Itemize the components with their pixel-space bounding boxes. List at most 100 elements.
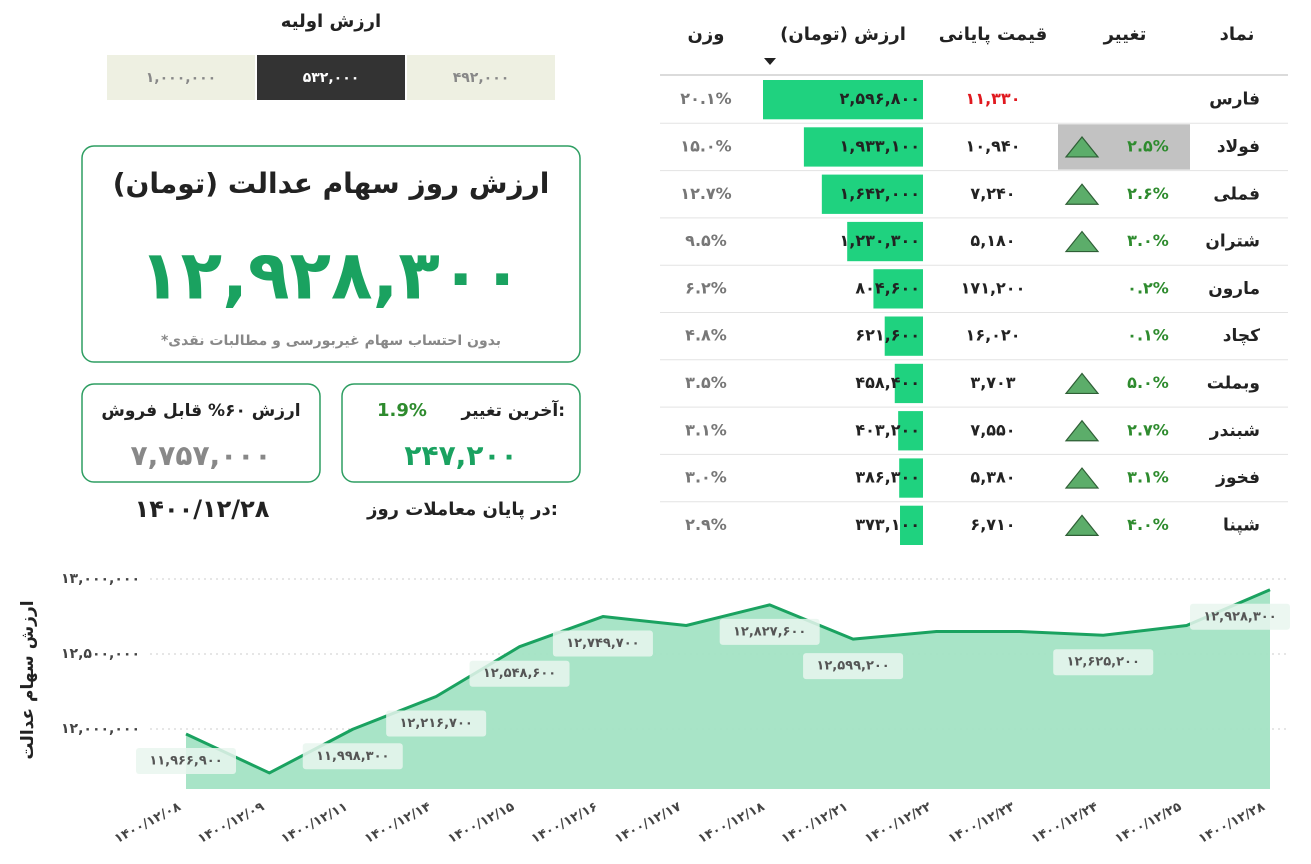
option-button[interactable] — [257, 55, 405, 100]
change: ۳.۰% — [1127, 231, 1169, 250]
value-bar — [900, 505, 923, 545]
y-tick-label: ۱۳,۰۰۰,۰۰۰ — [61, 571, 140, 587]
price: ۷,۲۴۰ — [970, 184, 1015, 203]
point-value-label: ۱۲,۵۴۸,۶۰۰ — [483, 666, 556, 681]
column-header: تغییر — [1103, 24, 1147, 45]
option-button[interactable] — [107, 55, 255, 100]
up-triangle — [1064, 467, 1100, 489]
price: ۱۱,۳۳۰ — [966, 89, 1021, 108]
value-label: ۴۰۳,۲۰۰ — [855, 420, 920, 439]
weight: ۹.۵% — [685, 231, 727, 250]
symbol: وبملت — [1207, 373, 1260, 393]
weight: ۳.۰% — [685, 468, 727, 487]
point-value-label: ۱۲,۵۹۹,۲۰۰ — [816, 659, 889, 674]
x-tick-label: ۱۴۰۰/۱۲/۱۵ — [446, 799, 518, 847]
column-header: نماد — [1220, 24, 1255, 45]
value-bar — [894, 363, 923, 404]
area-fill — [186, 589, 1270, 789]
weight: ۳.۵% — [685, 373, 727, 392]
price: ۳,۷۰۳ — [970, 373, 1015, 392]
initial-value-title: ارزش اولیه — [281, 11, 381, 32]
value-label-box — [803, 653, 904, 680]
column-header: قیمت پایانی — [939, 24, 1048, 45]
value-label-box — [1190, 603, 1290, 630]
summary-note: *بدون احتساب سهام غیربورسی و مطالبات نقد… — [161, 333, 501, 349]
value-label-box — [136, 747, 236, 774]
value-label: ۲,۵۹۶,۸۰۰ — [839, 89, 920, 108]
change: ۲.۷% — [1127, 420, 1169, 439]
x-tick-label: ۱۴۰۰/۱۲/۱۱ — [279, 799, 350, 847]
weight: ۴.۸% — [685, 326, 727, 345]
x-tick-label: ۱۴۰۰/۱۲/۲۴ — [1029, 799, 1101, 847]
point-value-label: ۱۲,۷۴۹,۷۰۰ — [566, 636, 639, 651]
option-label[interactable]: ۴۹۲,۰۰۰ — [453, 70, 510, 86]
value-label: ۱,۹۳۳,۱۰۰ — [839, 136, 920, 155]
point-value-label: ۱۲,۸۲۷,۶۰۰ — [733, 624, 806, 639]
point-value-label: ۱۲,۲۱۶,۷۰۰ — [399, 716, 472, 731]
value-label: ۱,۶۴۲,۰۰۰ — [839, 184, 920, 203]
option-label[interactable]: ۱,۰۰۰,۰۰۰ — [146, 70, 216, 86]
change: ۳.۱% — [1127, 468, 1169, 487]
option-label[interactable]: ۵۳۲,۰۰۰ — [303, 70, 360, 86]
x-tick-label: ۱۴۰۰/۱۲/۲۱ — [779, 799, 850, 847]
x-tick-label: ۱۴۰۰/۱۲/۱۷ — [612, 799, 684, 847]
x-tick-label: ۱۴۰۰/۱۲/۱۶ — [529, 799, 600, 847]
symbol: شپنا — [1223, 515, 1260, 535]
weight: ۱۲.۷% — [680, 184, 731, 203]
symbol: شتران — [1205, 232, 1260, 252]
point-value-label: ۱۱,۹۹۸,۳۰۰ — [316, 749, 389, 764]
sellable-card — [81, 383, 321, 483]
symbol: فارس — [1209, 90, 1260, 110]
price: ۵,۳۸۰ — [970, 468, 1015, 487]
weight: ۲۰.۱% — [680, 89, 731, 108]
weight: ۶.۲% — [685, 278, 727, 297]
value-bar — [899, 458, 923, 498]
x-tick-label: ۱۴۰۰/۱۲/۲۲ — [862, 799, 934, 847]
column-header[interactable]: ارزش (تومان) — [780, 24, 906, 45]
weight: ۳.۱% — [685, 420, 727, 439]
last-change-card — [341, 383, 581, 483]
last-change-percent: 1.9% — [377, 400, 427, 421]
value-label: ۶۲۱,۶۰۰ — [855, 326, 920, 345]
change: ۴.۰% — [1127, 515, 1169, 534]
value-label-box — [302, 743, 403, 770]
x-tick-label: ۱۴۰۰/۱۲/۲۸ — [1196, 799, 1268, 847]
up-triangle — [1064, 514, 1100, 536]
symbol: فولاد — [1217, 137, 1260, 157]
change: ۰.۲% — [1127, 278, 1169, 297]
point-value-label: ۱۲,۹۲۸,۳۰۰ — [1203, 609, 1276, 624]
change: ۰.۱% — [1127, 326, 1169, 345]
price: ۱۷۱,۲۰۰ — [961, 278, 1026, 297]
value-label: ۳۸۶,۳۰۰ — [855, 468, 920, 487]
value-label-box — [1053, 649, 1154, 676]
line — [185, 588, 1271, 775]
value-bar — [898, 411, 923, 451]
y-tick-label: ۱۲,۵۰۰,۰۰۰ — [61, 646, 140, 662]
symbol: فخوز — [1215, 468, 1260, 488]
change: ۲.۶% — [1127, 184, 1169, 203]
sellable-value: ۷,۷۵۷,۰۰۰ — [131, 439, 272, 472]
price: ۷,۵۵۰ — [970, 420, 1015, 439]
option-button[interactable] — [407, 55, 555, 100]
x-tick-label: ۱۴۰۰/۱۲/۲۳ — [946, 799, 1018, 847]
value-label-box — [552, 630, 653, 657]
symbol: مارون — [1208, 279, 1260, 299]
last-change-label: آخرین تغییر: — [461, 399, 566, 421]
value-label-box — [719, 618, 820, 645]
x-tick-label: ۱۴۰۰/۱۲/۰۸ — [112, 799, 184, 847]
weight: ۱۵.۰% — [680, 136, 731, 155]
summary-card — [81, 145, 581, 363]
change: ۵.۰% — [1127, 373, 1169, 392]
date-value: ۱۴۰۰/۱۲/۲۸ — [135, 495, 270, 523]
value-bar — [803, 127, 923, 167]
value-bar — [873, 269, 923, 309]
x-tick-label: ۱۴۰۰/۱۲/۲۵ — [1113, 799, 1185, 847]
y-axis-label: ارزش سهام عدالت — [18, 600, 38, 759]
change: ۲.۵% — [1127, 136, 1169, 155]
up-triangle — [1064, 230, 1100, 253]
x-tick-label: ۱۴۰۰/۱۲/۱۴ — [362, 799, 434, 847]
y-tick-label: ۱۲,۰۰۰,۰۰۰ — [61, 721, 140, 737]
value-label: ۳۷۳,۱۰۰ — [855, 515, 920, 534]
